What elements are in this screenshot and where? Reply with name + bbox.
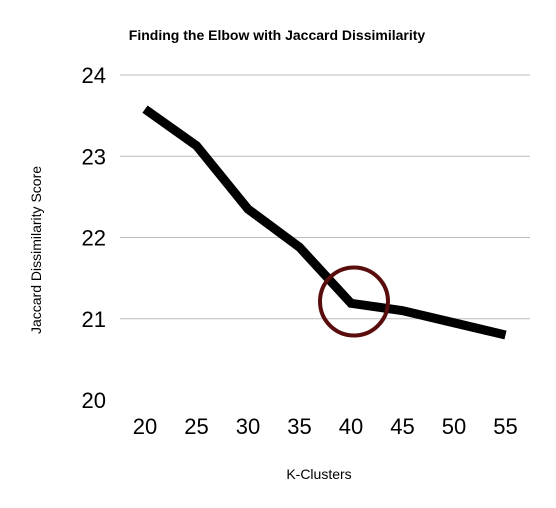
y-tick-label: 22 <box>82 226 106 251</box>
series-line-0 <box>142 105 507 340</box>
x-tick-label: 35 <box>287 414 311 439</box>
data-point <box>450 319 458 327</box>
series-layer <box>141 105 510 340</box>
data-point <box>399 307 407 315</box>
annotation-layer <box>318 265 390 338</box>
x-tick-label: 40 <box>339 414 363 439</box>
y-tick-label: 20 <box>82 388 106 413</box>
y-tick-labels: 20 21 22 23 24 <box>82 63 106 413</box>
chart-title: Finding the Elbow with Jaccard Dissimila… <box>129 27 426 43</box>
data-point <box>193 142 201 150</box>
x-tick-label: 30 <box>236 414 260 439</box>
x-tick-label: 55 <box>493 414 517 439</box>
x-axis-label: K-Clusters <box>286 466 351 482</box>
data-point <box>141 105 149 113</box>
data-point <box>296 243 304 251</box>
data-point <box>347 299 355 307</box>
x-tick-label: 50 <box>442 414 466 439</box>
x-tick-labels: 20 25 30 35 40 45 50 55 <box>133 414 518 439</box>
data-point <box>244 205 252 213</box>
y-axis-label: Jaccard Dissimilarity Score <box>28 166 44 334</box>
x-tick-label: 25 <box>184 414 208 439</box>
y-tick-label: 24 <box>82 63 106 88</box>
data-point <box>502 331 510 339</box>
x-tick-label: 20 <box>133 414 157 439</box>
y-tick-label: 21 <box>82 307 106 332</box>
x-tick-label: 45 <box>390 414 414 439</box>
elbow-highlight-circle <box>318 265 390 338</box>
y-tick-label: 23 <box>82 144 106 169</box>
